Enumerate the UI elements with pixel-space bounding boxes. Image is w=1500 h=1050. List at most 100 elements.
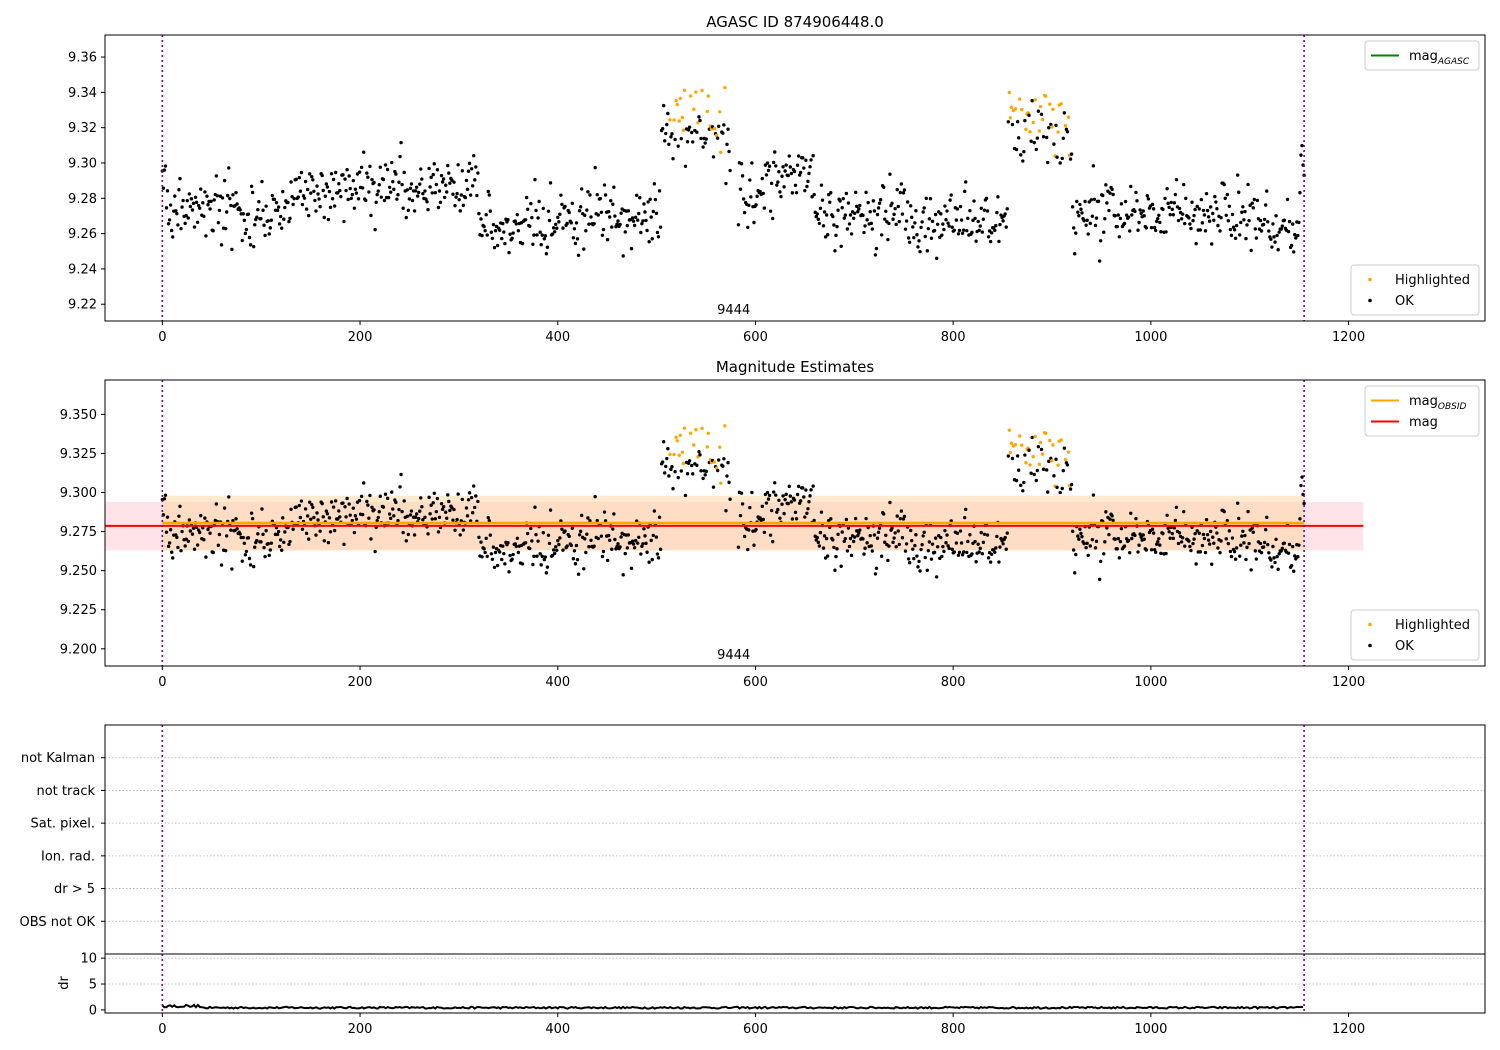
data-point-ok (829, 191, 833, 195)
data-point-ok (595, 518, 599, 523)
data-point-ok (309, 191, 313, 195)
data-point-ok (202, 214, 206, 218)
data-point-ok (409, 509, 414, 513)
data-point-ok (264, 204, 268, 208)
data-point-ok (685, 472, 690, 476)
data-point-ok (752, 543, 756, 547)
data-point-ok (959, 218, 964, 222)
x-tick-label: 600 (743, 330, 768, 345)
data-point-ok (1219, 539, 1223, 543)
data-point-ok (918, 249, 922, 254)
data-point-ok (771, 490, 776, 494)
data-point-ok (497, 228, 502, 232)
data-point-ok (727, 149, 731, 154)
data-point-ok (976, 542, 980, 546)
data-point-ok (1192, 213, 1196, 218)
data-point-ok (547, 541, 552, 546)
data-point-ok (356, 197, 361, 201)
data-point-ok (1247, 218, 1251, 223)
data-point-ok (775, 183, 779, 187)
data-point-ok (275, 532, 280, 537)
data-point-ok (1118, 539, 1123, 544)
data-point-ok (721, 464, 725, 468)
data-point-ok (962, 515, 967, 520)
data-point-ok (778, 190, 782, 194)
data-point-ok (1195, 204, 1199, 209)
data-point-ok (376, 515, 380, 520)
data-point-ok (242, 218, 247, 223)
data-point-ok (575, 237, 580, 241)
data-point-ok (887, 544, 891, 548)
data-point-ok (896, 204, 900, 209)
data-point-ok (670, 465, 674, 469)
data-point-ok (974, 239, 978, 243)
data-point-ok (1277, 230, 1281, 234)
data-point-ok (1239, 220, 1243, 225)
data-point-highlighted (1059, 102, 1063, 106)
data-point-ok (352, 530, 357, 535)
data-point-ok (701, 145, 705, 149)
data-point-ok (500, 557, 504, 562)
data-point-ok (433, 517, 438, 521)
data-point-ok (585, 208, 589, 212)
data-point-ok (689, 130, 694, 135)
data-point-ok (1122, 221, 1127, 226)
data-point-ok (701, 476, 705, 481)
data-point-ok (901, 517, 906, 521)
data-point-ok (925, 568, 930, 572)
data-point-ok (317, 197, 321, 201)
data-point-ok (530, 215, 534, 220)
data-point-ok (430, 191, 434, 195)
data-point-ok (1027, 113, 1031, 117)
data-point-highlighted (677, 453, 681, 458)
data-point-ok (369, 537, 373, 541)
data-point-ok (435, 168, 440, 172)
data-point-ok (781, 494, 785, 498)
y-tick-label: 9.32 (68, 121, 97, 136)
data-point-ok (882, 185, 886, 189)
data-point-ok (261, 208, 265, 212)
data-point-ok (1041, 135, 1046, 139)
data-point-ok (839, 564, 843, 568)
x-tick-label: 600 (743, 675, 768, 690)
data-point-highlighted (692, 443, 696, 447)
data-point-ok (902, 514, 907, 519)
data-point-ok (421, 191, 425, 196)
x-tick-label: 1200 (1332, 330, 1365, 345)
data-point-ok (848, 536, 853, 541)
data-point-ok (331, 505, 336, 509)
data-point-ok (506, 541, 510, 545)
data-point-ok (272, 197, 277, 202)
data-point-ok (1035, 468, 1040, 473)
data-point-highlighted (1031, 454, 1035, 459)
data-point-ok (1062, 111, 1067, 115)
data-point-ok (934, 575, 939, 579)
obsid-annotation: 9444 (717, 648, 750, 663)
data-point-ok (998, 222, 1002, 227)
data-point-ok (1231, 225, 1236, 229)
panel-agasc-frame (104, 34, 1486, 322)
data-point-ok (547, 218, 552, 223)
data-point-ok (1069, 152, 1074, 156)
data-point-ok (492, 245, 497, 250)
legend-label: Highlighted (1395, 273, 1470, 288)
data-point-ok (388, 190, 393, 194)
data-point-ok (263, 233, 267, 238)
data-point-ok (251, 564, 256, 569)
data-point-ok (1157, 537, 1161, 541)
data-point-ok (1179, 540, 1184, 544)
data-point-ok (397, 507, 401, 512)
data-point-ok (989, 231, 994, 235)
data-point-ok (214, 174, 219, 178)
data-point-ok (1177, 206, 1182, 211)
data-point-ok (760, 504, 764, 509)
data-point-highlighted (1007, 90, 1012, 95)
data-point-ok (645, 550, 649, 554)
data-point-ok (1134, 190, 1138, 195)
data-point-highlighted (672, 118, 676, 122)
data-point-ok (163, 493, 168, 497)
data-point-ok (641, 219, 645, 223)
data-point-ok (1076, 210, 1080, 214)
data-point-ok (603, 193, 608, 197)
data-point-ok (186, 539, 190, 543)
